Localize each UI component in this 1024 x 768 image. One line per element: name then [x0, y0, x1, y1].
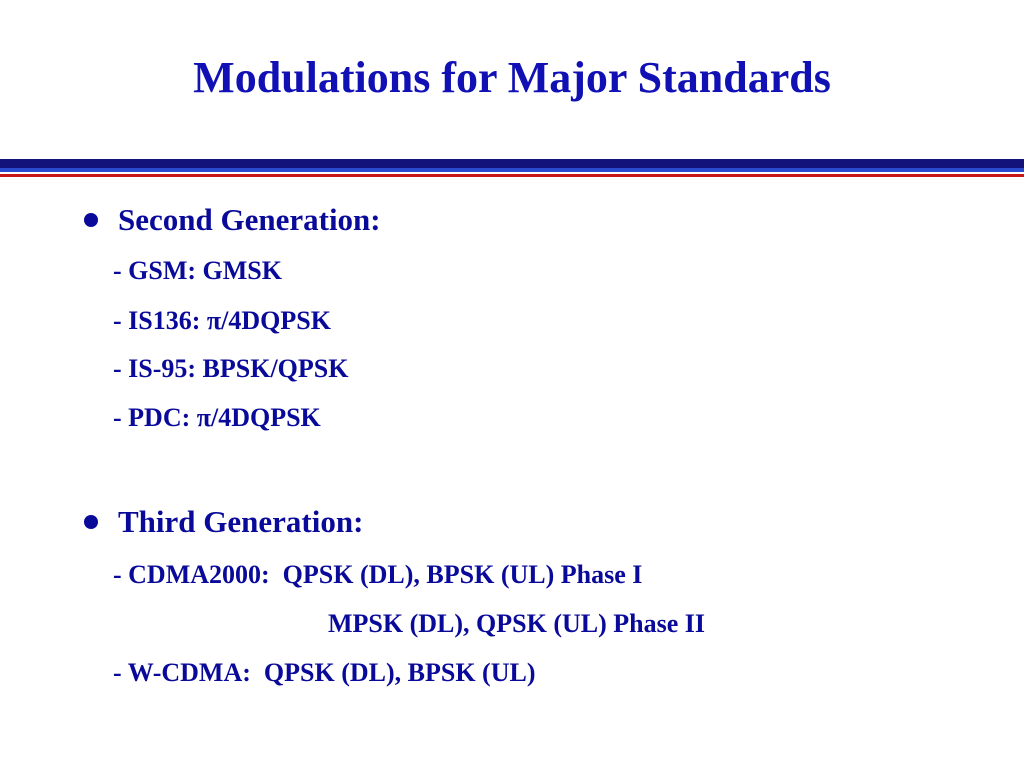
slide-title: Modulations for Major Standards — [193, 53, 831, 102]
list-item-is95: - IS-95: BPSK/QPSK — [113, 354, 349, 383]
bullet-dot-icon — [84, 515, 98, 529]
section-heading: Third Generation: — [118, 504, 364, 539]
list-item-pdc: - PDC: π/4DQPSK — [113, 403, 321, 432]
title-rule-blue — [0, 168, 1024, 172]
list-item-wcdma: - W-CDMA: QPSK (DL), BPSK (UL) — [113, 658, 536, 687]
section-heading: Second Generation: — [118, 202, 381, 237]
list-item-cdma2000-phase2: MPSK (DL), QPSK (UL) Phase II — [328, 609, 705, 638]
bullet-dot-icon — [84, 213, 98, 227]
title-rule-navy — [0, 159, 1024, 168]
section-third-generation: Third Generation: — [84, 502, 784, 542]
section-second-generation: Second Generation: — [84, 200, 784, 240]
list-item-gsm: - GSM: GMSK — [113, 256, 282, 285]
title-rule-red — [0, 174, 1024, 177]
list-item-cdma2000: - CDMA2000: QPSK (DL), BPSK (UL) Phase I — [113, 560, 643, 589]
list-item-is136: - IS136: π/4DQPSK — [113, 306, 331, 335]
